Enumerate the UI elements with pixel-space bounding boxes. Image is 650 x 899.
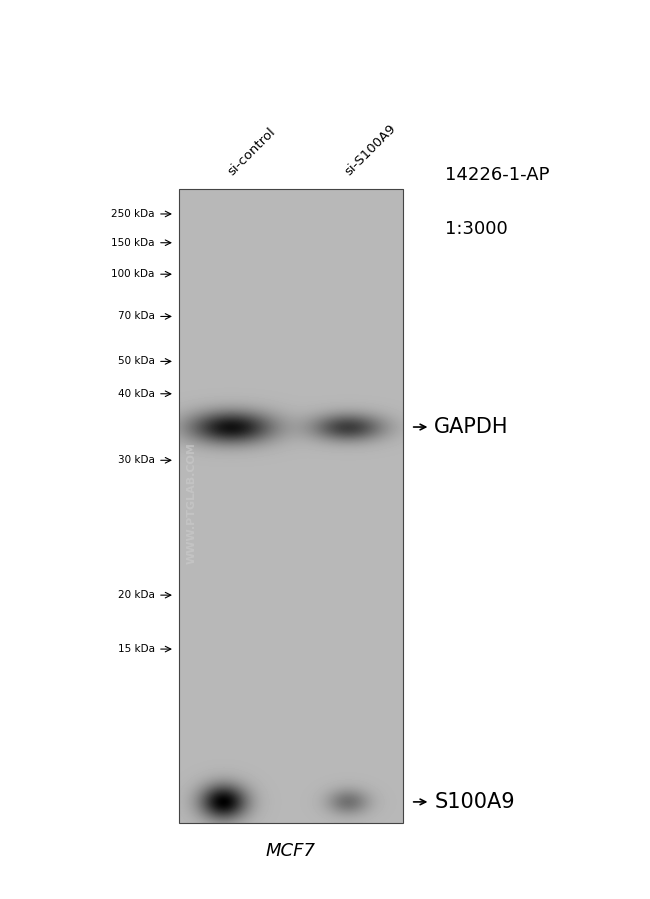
- Text: 70 kDa: 70 kDa: [118, 311, 155, 322]
- Bar: [179, 189, 403, 823]
- Text: GAPDH: GAPDH: [434, 417, 509, 437]
- Text: si-S100A9: si-S100A9: [342, 121, 398, 178]
- Text: 15 kDa: 15 kDa: [118, 644, 155, 654]
- Text: MCF7: MCF7: [266, 842, 316, 860]
- Text: 30 kDa: 30 kDa: [118, 455, 155, 466]
- Text: 250 kDa: 250 kDa: [111, 209, 155, 219]
- Text: 100 kDa: 100 kDa: [111, 269, 155, 280]
- Text: WWW.PTGLAB.COM: WWW.PTGLAB.COM: [187, 442, 197, 565]
- Text: 14226-1-AP: 14226-1-AP: [445, 166, 550, 184]
- Text: 50 kDa: 50 kDa: [118, 356, 155, 367]
- Text: 40 kDa: 40 kDa: [118, 388, 155, 399]
- Text: 150 kDa: 150 kDa: [111, 237, 155, 248]
- Text: si-control: si-control: [225, 125, 278, 178]
- Text: S100A9: S100A9: [434, 792, 515, 812]
- Text: 20 kDa: 20 kDa: [118, 590, 155, 601]
- Text: 1:3000: 1:3000: [445, 220, 508, 238]
